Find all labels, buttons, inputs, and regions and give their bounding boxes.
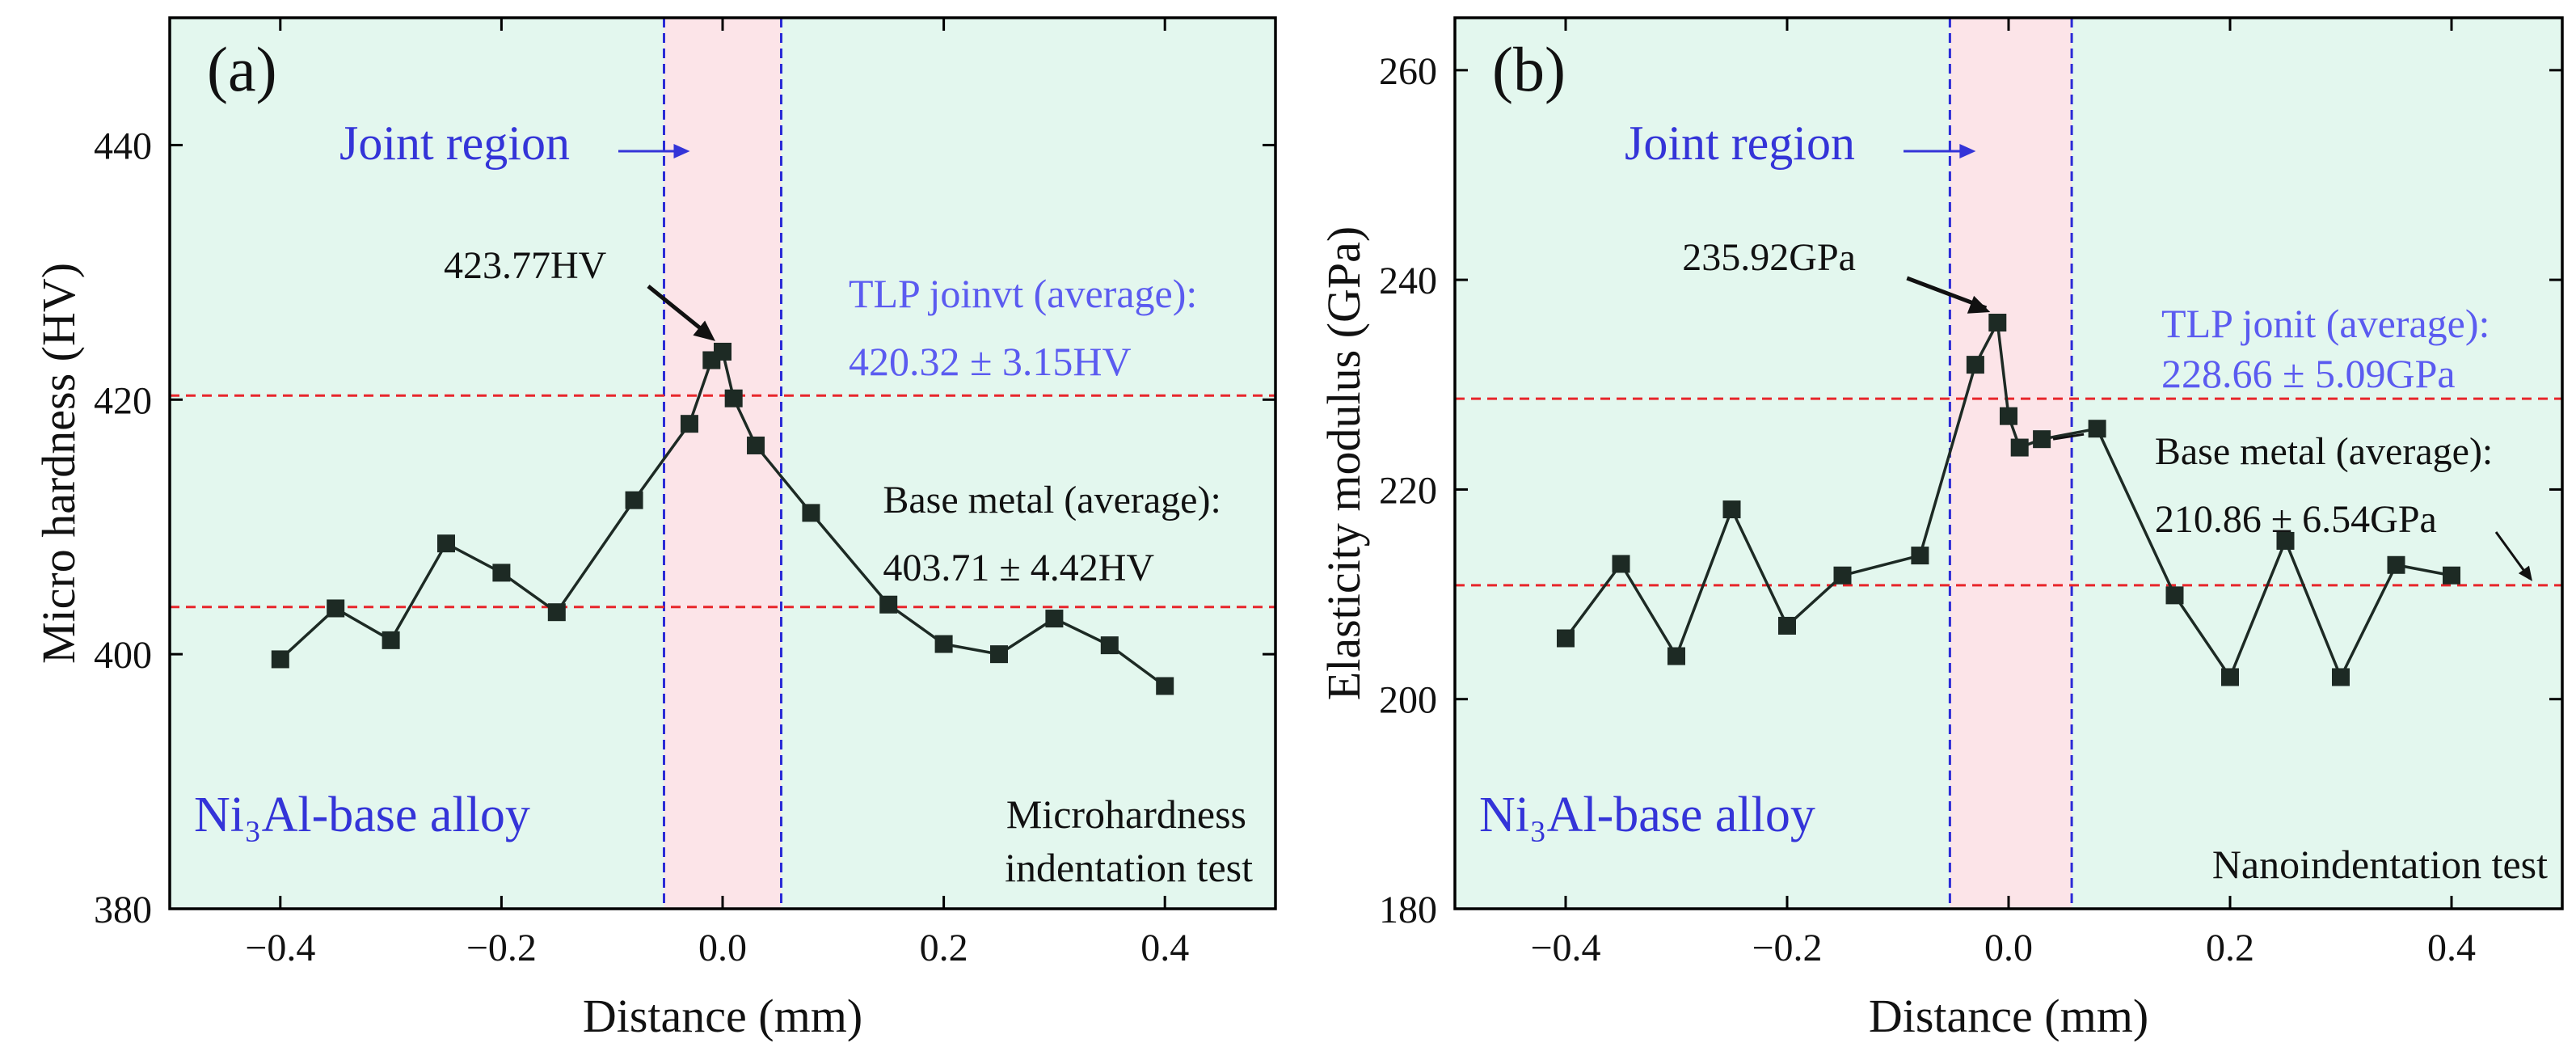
data-point [724,389,743,407]
data-point [1045,610,1064,628]
data-point [2387,555,2405,574]
data-point [1833,566,1852,585]
data-point [1778,616,1796,635]
x-axis-label: Distance (mm) [1869,990,2148,1042]
data-point [1156,677,1174,695]
joint-region-band [1950,18,2072,909]
panel-label: (a) [207,34,277,104]
alloy-label: Ni₃Al-base alloy [1479,787,1815,842]
x-tick-label: 0.2 [920,927,968,969]
data-point [680,415,698,433]
x-tick-label: 0.4 [2427,927,2476,969]
x-tick-label: −0.4 [1530,927,1600,969]
data-point [1988,314,2007,332]
peak-label: 235.92GPa [1682,236,1856,279]
base-metal-arrow-head [2518,565,2532,581]
y-tick-label: 440 [94,125,152,167]
data-point [879,595,898,614]
data-point [1911,547,1929,565]
joint-region-arrow-head [673,144,690,158]
y-tick-label: 260 [1379,50,1437,93]
x-tick-label: −0.2 [1752,927,1822,969]
x-tick-label: 0.0 [1984,927,2033,969]
joint-region-label: Joint region [1625,116,1855,170]
data-point [802,504,820,522]
y-tick-label: 240 [1379,260,1437,302]
x-tick-label: 0.2 [2206,927,2254,969]
peak-arrow-head [693,320,715,341]
base-metal-value: 210.86 ± 6.54GPa [2155,498,2437,541]
data-point [437,534,455,553]
test-type-label-line1: Microhardness [1006,792,1246,837]
y-tick-label: 200 [1379,679,1437,722]
point-leader [2052,433,2085,441]
data-point [2033,430,2051,449]
data-point [382,631,400,649]
y-tick-label: 400 [94,634,152,677]
panel-b: −0.4 −0.2 0.0 0.2 0.4 180 200 220 240 260 Distance… [1318,16,2564,1042]
joint-region-label: Joint region [339,116,570,170]
y-tick-label: 220 [1379,469,1437,512]
base-metal-label: Base metal (average): [2155,430,2493,473]
test-type-label: Nanoindentation test [2212,842,2548,887]
data-point [1612,555,1630,573]
data-point [2443,566,2460,585]
data-point [1966,356,1984,374]
data-point [934,635,953,653]
joint-region-band [664,18,782,909]
base-metal-value: 403.71 ± 4.42HV [883,547,1154,589]
data-point [2000,407,2017,425]
data-point [747,436,765,454]
panel-a: −0.4 −0.2 0.0 0.2 0.4 380 400 420 440 Distance (m… [32,16,1277,1042]
test-type-label-line2: indentation test [1005,845,1253,890]
data-point [990,645,1008,664]
peak-label: 423.77HV [444,244,607,287]
data-point [1722,500,1741,519]
x-tick-label: 0.4 [1140,927,1189,969]
joint-region-arrow-head [1959,144,1976,158]
x-axis-label: Distance (mm) [583,990,862,1042]
data-point [2088,420,2106,438]
data-point [2165,586,2184,605]
data-point [2221,668,2239,686]
base-metal-label: Base metal (average): [883,479,1221,521]
x-tick-label: −0.2 [466,927,537,969]
data-point [327,599,345,618]
data-point [1100,636,1119,655]
tlp-average-label: TLP jonit (average): [2161,301,2490,346]
panel-label: (b) [1492,34,1566,104]
x-tick-label: −0.4 [245,927,315,969]
alloy-label: Ni₃Al-base alloy [194,787,530,842]
y-tick-label: 180 [1379,889,1437,931]
data-point [1667,647,1685,665]
data-point [547,603,566,622]
y-axis-label: Elasticity modulus (GPa) [1318,226,1370,700]
data-point [271,650,289,669]
data-point [2276,531,2295,550]
tlp-average-value: 228.66 ± 5.09GPa [2161,351,2456,396]
y-tick-label: 380 [94,889,152,931]
y-tick-label: 420 [94,379,152,422]
y-axis-label: Micro hardness (HV) [32,263,85,664]
data-point [1557,629,1575,648]
tlp-average-value: 420.32 ± 3.15HV [849,339,1132,384]
data-point [492,564,511,582]
tlp-average-label: TLP joinvt (average): [849,271,1197,316]
x-tick-label: 0.0 [698,927,747,969]
data-point [2010,438,2029,457]
peak-arrow-head [1967,295,1991,314]
data-point [2332,668,2350,686]
data-point [625,491,643,509]
data-point [714,342,731,361]
